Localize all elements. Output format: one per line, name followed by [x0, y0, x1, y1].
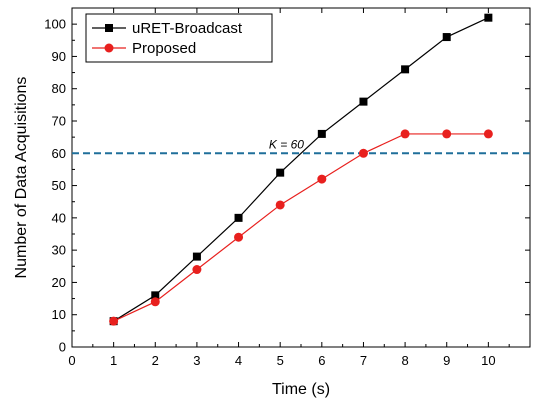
- y-tick-label: 10: [52, 307, 66, 322]
- x-tick-label: 2: [152, 353, 159, 368]
- y-axis-title: Number of Data Acquisitions: [13, 77, 30, 279]
- data-point: [317, 129, 326, 138]
- data-point: [358, 148, 368, 158]
- data-point: [234, 213, 243, 222]
- y-tick-label: 0: [59, 340, 66, 355]
- x-tick-label: 10: [481, 353, 495, 368]
- data-point: [234, 232, 244, 242]
- data-point: [151, 291, 160, 300]
- y-tick-label: 60: [52, 146, 66, 161]
- series-line: [113, 133, 489, 322]
- data-point: [276, 168, 285, 177]
- x-axis-title: Time (s): [272, 381, 330, 398]
- x-tick-label: 8: [401, 353, 408, 368]
- y-tick-label: 90: [52, 49, 66, 64]
- x-tick-label: 4: [235, 353, 242, 368]
- y-tick-label: 80: [52, 81, 66, 96]
- data-point: [484, 13, 493, 22]
- legend-marker: [105, 24, 113, 32]
- data-point: [400, 129, 410, 139]
- x-tick-label: 5: [277, 353, 284, 368]
- data-point: [483, 129, 493, 139]
- data-point: [442, 33, 451, 42]
- data-point: [401, 65, 410, 74]
- legend-label: Proposed: [132, 40, 196, 57]
- y-tick-label: 50: [52, 178, 66, 193]
- data-point: [442, 129, 452, 139]
- data-point: [192, 265, 202, 275]
- x-tick-label: 7: [360, 353, 367, 368]
- data-point: [275, 200, 285, 210]
- data-point: [192, 252, 201, 261]
- data-point: [109, 316, 119, 326]
- reference-line-label: K = 60: [269, 137, 304, 151]
- legend-box: [85, 13, 273, 63]
- y-tick-label: 30: [52, 243, 66, 258]
- x-tick-label: 1: [110, 353, 117, 368]
- legend-label: uRET-Broadcast: [132, 20, 243, 37]
- x-tick-label: 9: [443, 353, 450, 368]
- y-tick-label: 40: [52, 210, 66, 225]
- x-tick-label: 0: [68, 353, 75, 368]
- y-tick-label: 100: [44, 17, 66, 32]
- x-tick-label: 6: [318, 353, 325, 368]
- y-tick-label: 20: [52, 275, 66, 290]
- x-tick-label: 3: [193, 353, 200, 368]
- data-point: [150, 297, 160, 307]
- legend-marker: [104, 43, 114, 53]
- y-tick-label: 70: [52, 114, 66, 129]
- data-point: [359, 97, 368, 106]
- series-line: [113, 17, 489, 322]
- data-point: [317, 174, 327, 184]
